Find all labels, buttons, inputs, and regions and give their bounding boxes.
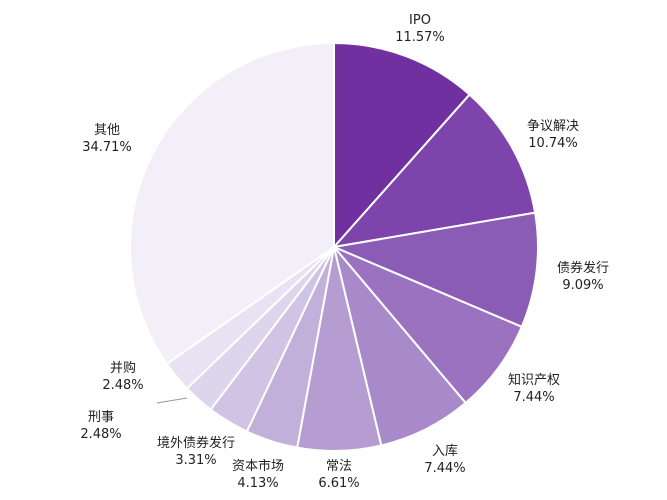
pie-slice-5 [333,246,468,447]
slice-percent: 10.74% [528,136,578,151]
slice-category: IPO [409,13,431,28]
pie-slice-1 [333,41,471,250]
pie-slice-2 [331,93,537,249]
slice-label-5: 入库 7.44% [424,443,465,476]
slice-percent: 2.48% [102,378,143,393]
slice-label-11: 其他 34.71% [82,123,132,155]
slice-percent: 4.13% [237,476,278,491]
slice-category: 常法 [326,459,352,474]
pie-slice-4 [333,246,524,405]
slice-label-10: 并购 2.48% [102,360,143,393]
slice-label-7: 资本市场 4.13% [232,458,284,491]
slice-label-9: 刑事 2.48% [80,410,121,442]
pie-slice-3 [330,211,539,329]
slice-percent: 7.44% [513,390,554,405]
pie-slice-11 [129,41,335,366]
slice-label-2: 争议解决 10.74% [527,119,579,151]
slice-category: 资本市场 [232,458,284,474]
slice-percent: 3.31% [175,453,216,468]
slice-label-1: IPO 11.57% [395,13,445,45]
slice-category: 知识产权 [508,372,560,388]
slice-category: 并购 [110,360,136,376]
slice-percent: 11.57% [395,30,445,45]
slice-category: 争议解决 [527,119,579,134]
slice-labels: IPO 11.57% 争议解决 10.74% 债券发行 9.09% 知识产权 7.44% 入库 7… [80,13,609,491]
slice-label-8: 境外债券发行 3.31% [157,435,235,468]
slice-percent: 7.44% [424,461,465,476]
slice-category: 境外债券发行 [157,435,235,451]
slice-category: 其他 [94,123,120,138]
slice-percent: 2.48% [80,427,121,442]
slice-percent: 9.09% [562,278,603,293]
slice-category: 入库 [432,443,458,459]
slice-percent: 6.61% [318,476,359,491]
slice-label-3: 债券发行 9.09% [557,260,609,293]
slice-label-4: 知识产权 7.44% [508,372,560,405]
slice-label-6: 常法 6.61% [318,459,359,491]
pie-slices [129,41,539,452]
leader-line-9 [156,397,188,404]
slice-percent: 34.71% [82,140,132,155]
slice-category: 刑事 [88,410,114,425]
leader-lines [156,397,188,404]
slice-category: 债券发行 [557,260,609,276]
